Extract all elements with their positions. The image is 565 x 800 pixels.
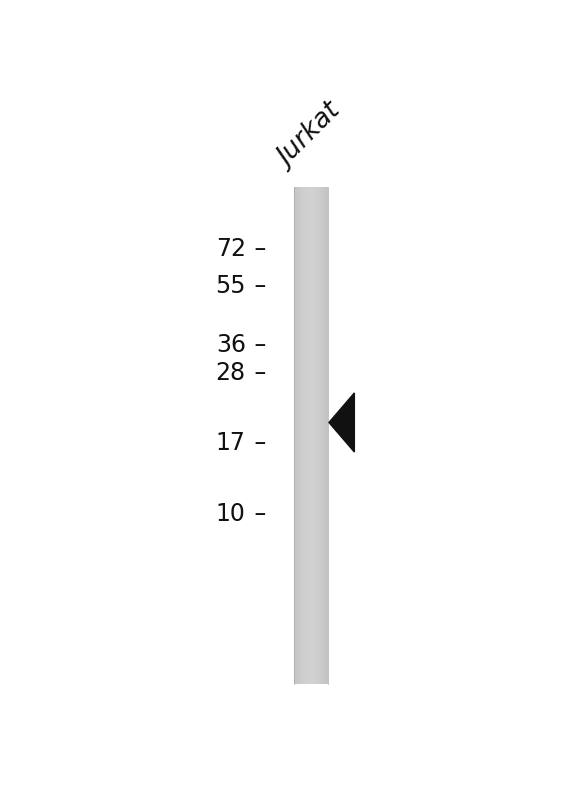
Polygon shape <box>329 393 354 452</box>
Text: –: – <box>247 362 266 385</box>
Text: 17: 17 <box>216 431 246 455</box>
Text: 55: 55 <box>215 274 246 298</box>
Text: –: – <box>247 431 266 455</box>
Text: –: – <box>247 274 266 298</box>
Text: 28: 28 <box>216 362 246 385</box>
Text: 36: 36 <box>216 334 246 358</box>
Text: –: – <box>247 334 266 358</box>
Text: Jurkat: Jurkat <box>274 100 347 173</box>
Text: 10: 10 <box>216 502 246 526</box>
Text: 72: 72 <box>216 237 246 261</box>
Text: –: – <box>247 237 266 261</box>
Text: –: – <box>247 502 266 526</box>
